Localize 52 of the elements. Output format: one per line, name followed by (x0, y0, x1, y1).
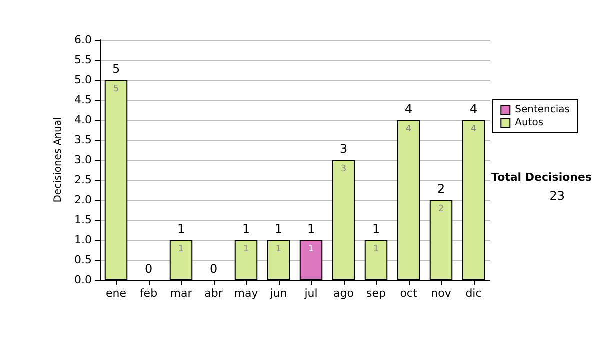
data-label: 1 (243, 244, 250, 254)
y-tick-label: 3.5 (74, 134, 92, 146)
x-tick-label: abr (204, 287, 224, 300)
data-label: 5 (113, 84, 120, 94)
x-tick-label: dic (466, 287, 482, 300)
data-label: 4 (406, 124, 412, 134)
y-tick-label: 3.0 (74, 154, 92, 166)
total-label: 0 (144, 262, 153, 276)
data-label: 3 (340, 164, 347, 174)
total-label: 1 (372, 222, 380, 236)
data-label: 1 (373, 244, 380, 254)
total-label: 2 (437, 182, 446, 196)
y-tick-label: 6.0 (74, 34, 92, 46)
total-label: 3 (340, 142, 348, 156)
y-tick-label: 5.0 (74, 74, 92, 86)
total-label: 5 (112, 62, 120, 76)
total-label: 4 (404, 102, 413, 116)
total-label: 1 (177, 222, 186, 236)
data-label: 1 (308, 244, 314, 254)
text: 23 (550, 189, 566, 203)
data-label: 1 (178, 244, 184, 254)
y-tick-label: 2.5 (74, 174, 92, 186)
total-label: 1 (242, 222, 250, 236)
data-label: 4 (470, 124, 477, 134)
y-tick-label: 0.0 (74, 274, 92, 286)
total-label: 1 (307, 222, 316, 236)
y-tick-label: 5.5 (74, 54, 92, 66)
x-tick-label: ago (334, 287, 354, 300)
x-tick-label: may (234, 287, 259, 300)
y-tick-label: 4.0 (74, 114, 92, 126)
y-tick-label: 1.5 (74, 214, 92, 226)
x-tick-label: sep (366, 287, 386, 300)
y-tick-label: 0.5 (74, 254, 92, 266)
x-tick-label: jun (269, 287, 288, 300)
legend-label: Autos (515, 118, 544, 128)
y-tick-label: 1.0 (74, 234, 92, 246)
x-tick-label: nov (431, 287, 452, 300)
total-label: 1 (274, 222, 283, 236)
data-label: 2 (438, 204, 444, 214)
y-tick-label: 2.0 (74, 194, 92, 206)
x-tick-label: mar (170, 287, 193, 300)
data-label: 1 (276, 244, 282, 254)
text: Total Decisiones (492, 171, 592, 184)
y-axis-title: Decisiones Anual (53, 117, 64, 203)
total-label: 0 (210, 262, 218, 276)
x-tick-label: oct (400, 287, 418, 300)
x-tick-label: ene (106, 287, 127, 300)
total-label: 4 (470, 102, 478, 116)
x-tick-label: jul (304, 287, 318, 300)
y-tick-label: 4.5 (74, 94, 92, 106)
x-tick-label: feb (140, 287, 158, 300)
legend-label: Sentencias (515, 104, 570, 116)
